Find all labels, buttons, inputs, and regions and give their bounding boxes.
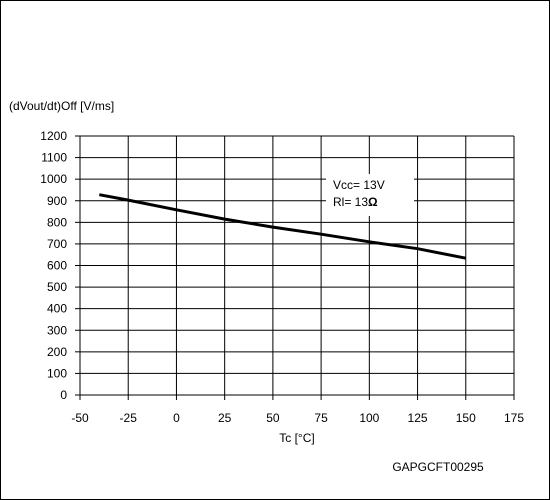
x-tick-label-9: 175 xyxy=(504,411,524,425)
y-tick-label-7: 700 xyxy=(47,237,67,251)
y-tick-label-3: 300 xyxy=(47,323,67,337)
y-tick-label-4: 400 xyxy=(47,302,67,316)
x-tick-label-2: 0 xyxy=(173,411,180,425)
x-tick-label-5: 75 xyxy=(314,411,328,425)
y-tick-label-11: 1100 xyxy=(41,151,67,165)
y-axis-title: (dVout/dt)Off [V/ms] xyxy=(9,99,114,113)
rl-annotation: Rl= 13Ω xyxy=(333,195,378,209)
x-tick-label-7: 125 xyxy=(408,411,428,425)
vcc-annotation: Vcc= 13V xyxy=(333,178,385,192)
x-tick-labels: -50 -25 0 25 50 75 100 125 150 175 xyxy=(71,411,524,425)
grid xyxy=(75,135,515,400)
series-layer xyxy=(99,193,467,260)
legend-annotation: Vcc= 13V Rl= 13Ω xyxy=(326,174,414,216)
y-tick-label-12: 1200 xyxy=(40,129,67,143)
y-tick-label-1: 100 xyxy=(47,366,67,380)
y-tick-label-9: 900 xyxy=(47,194,67,208)
y-tick-label-10: 1000 xyxy=(40,172,67,186)
x-axis-title: Tc [°C] xyxy=(279,431,314,445)
y-tick-labels: 0 100 200 300 400 500 600 700 800 900 1000 1100 1200 xyxy=(40,129,67,402)
y-tick-label-6: 600 xyxy=(47,259,67,273)
rl-annotation-prefix: Rl= 13 xyxy=(333,195,368,209)
x-tick-label-8: 150 xyxy=(456,411,476,425)
series-line-0 xyxy=(99,193,467,260)
x-tick-label-6: 100 xyxy=(359,411,379,425)
y-tick-label-0: 0 xyxy=(60,388,67,402)
y-tick-label-5: 500 xyxy=(47,280,67,294)
x-tick-label-4: 50 xyxy=(266,411,280,425)
ohm-symbol: Ω xyxy=(368,195,378,209)
annotation-background xyxy=(326,174,414,216)
figure-code: GAPGCFT00295 xyxy=(392,460,484,474)
x-tick-label-3: 25 xyxy=(218,411,232,425)
x-tick-label-0: -50 xyxy=(71,411,89,425)
y-tick-label-2: 200 xyxy=(47,345,67,359)
x-tick-label-1: -25 xyxy=(120,411,138,425)
y-tick-label-8: 800 xyxy=(47,215,67,229)
